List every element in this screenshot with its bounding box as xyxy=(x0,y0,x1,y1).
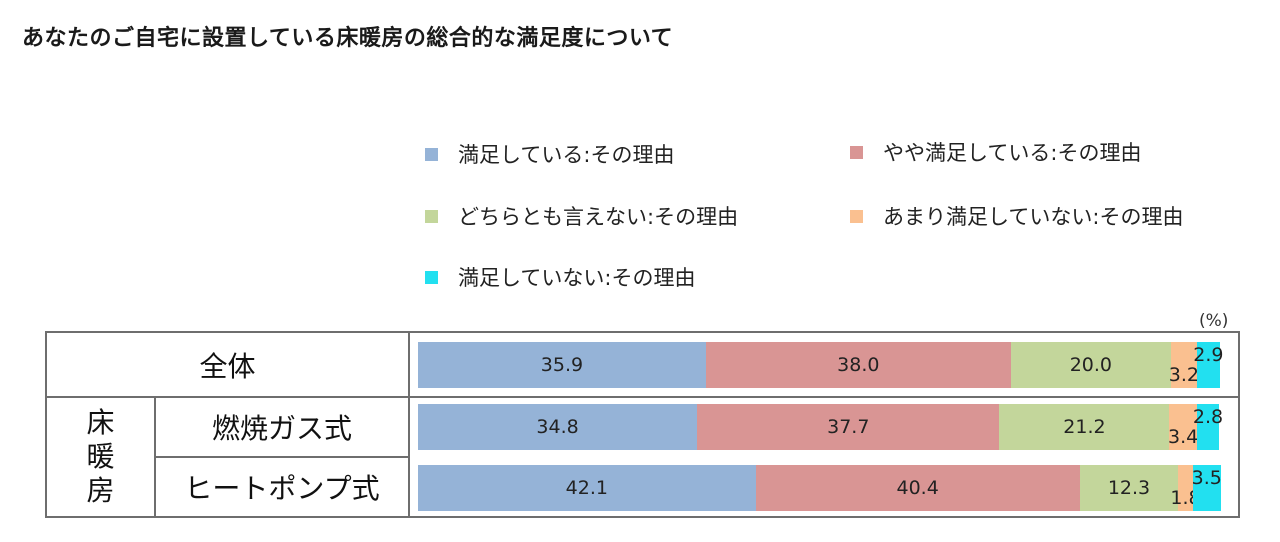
group-label-floor-heating: 床 暖 房 xyxy=(47,398,154,516)
legend-label-dissatisfied: 満足していない:その理由 xyxy=(458,266,696,290)
legend-item-satisfied: 満足している:その理由 xyxy=(425,139,674,169)
row-label-gas: 燃焼ガス式 xyxy=(211,412,352,445)
legend-swatch-somewhat-dissatisfied xyxy=(850,209,863,223)
legend-item-somewhat-dissatisfied: あまり満足していない:その理由 xyxy=(850,201,1183,231)
legend-item-dissatisfied: 満足していない:その理由 xyxy=(425,262,695,292)
total-row-divider xyxy=(45,396,1240,398)
row-label-total: 全体 xyxy=(199,349,256,383)
legend-item-somewhat-satisfied: やや満足している:その理由 xyxy=(850,137,1141,167)
row-label-heatpump: ヒートポンプ式 xyxy=(184,472,380,505)
legend-label-somewhat-dissatisfied: あまり満足していない:その理由 xyxy=(883,205,1184,229)
group-label-char-2: 暖 xyxy=(86,440,115,473)
legend-swatch-dissatisfied xyxy=(425,270,438,284)
legend-label-somewhat-satisfied: やや満足している:その理由 xyxy=(883,141,1142,165)
group-label-char-3: 房 xyxy=(86,474,115,507)
unit-label: (%) xyxy=(1199,311,1229,331)
legend-label-satisfied: 満足している:その理由 xyxy=(458,143,675,167)
group-label-char-1: 床 xyxy=(86,406,115,439)
subrow-divider xyxy=(154,456,410,458)
legend-swatch-satisfied xyxy=(425,147,438,161)
legend-label-neutral: どちらとも言えない:その理由 xyxy=(458,205,739,229)
chart-table-frame xyxy=(45,331,1240,518)
chart-title: あなたのご自宅に設置している床暖房の総合的な満足度について xyxy=(22,26,674,51)
legend-item-neutral: どちらとも言えない:その理由 xyxy=(425,201,738,231)
legend-swatch-neutral xyxy=(425,209,438,223)
label-column-divider xyxy=(408,331,410,518)
legend-swatch-somewhat-satisfied xyxy=(850,145,863,159)
